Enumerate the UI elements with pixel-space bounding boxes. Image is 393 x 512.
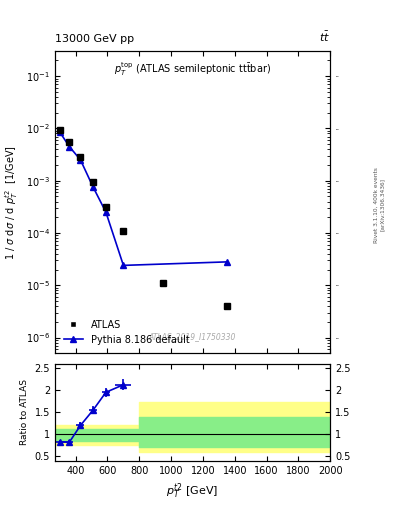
X-axis label: $p_T^{t2}$ [GeV]: $p_T^{t2}$ [GeV]	[166, 481, 219, 501]
Text: Rivet 3.1.10, 400k events
[arXiv:1306.3436]: Rivet 3.1.10, 400k events [arXiv:1306.34…	[374, 167, 385, 243]
ATLAS	[78, 154, 83, 160]
ATLAS	[57, 126, 62, 133]
ATLAS	[103, 203, 108, 209]
Y-axis label: Ratio to ATLAS: Ratio to ATLAS	[20, 379, 29, 445]
Legend: ATLAS, Pythia 8.186 default: ATLAS, Pythia 8.186 default	[60, 316, 194, 349]
ATLAS	[91, 179, 95, 185]
ATLAS	[67, 139, 72, 145]
Y-axis label: 1 / $\sigma$ d$\sigma$ / d $p_T^{t2}$  [1/GeV]: 1 / $\sigma$ d$\sigma$ / d $p_T^{t2}$ [1…	[4, 145, 20, 260]
Text: $t\bar{t}$: $t\bar{t}$	[319, 29, 330, 44]
Text: ATLAS_2019_I1750330: ATLAS_2019_I1750330	[149, 332, 236, 341]
Text: 13000 GeV pp: 13000 GeV pp	[55, 33, 134, 44]
ATLAS	[121, 228, 126, 234]
ATLAS	[161, 280, 165, 286]
Line: ATLAS: ATLAS	[56, 126, 230, 310]
Text: $p_T^{\rm top}$ (ATLAS semileptonic tt$\bar{\rm t}$bar): $p_T^{\rm top}$ (ATLAS semileptonic tt$\…	[114, 60, 271, 78]
ATLAS	[224, 303, 229, 309]
